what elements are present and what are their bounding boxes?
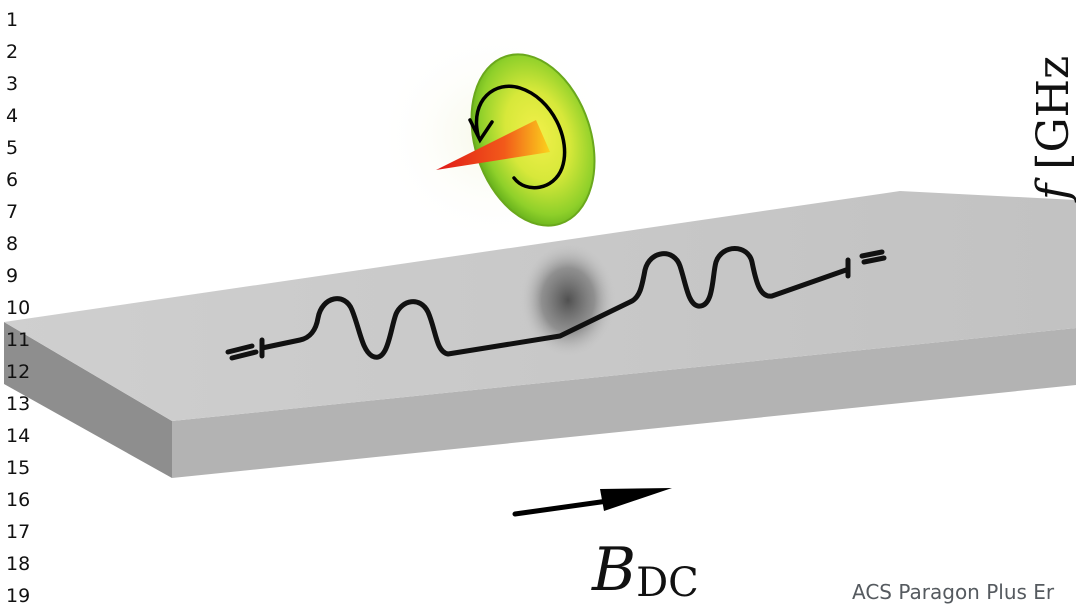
- line-number: 15: [6, 457, 31, 479]
- line-number: 10: [6, 297, 31, 319]
- line-number: 6: [6, 169, 19, 191]
- line-number: 5: [6, 137, 19, 159]
- line-number: 18: [6, 553, 31, 575]
- line-number: 8: [6, 233, 19, 255]
- line-numbers: 1 2 3 4 5 6 7 8 9 10 11 12 13 14 15 16 1…: [0, 4, 60, 612]
- magnetization-cone: [436, 120, 550, 170]
- line-number: 17: [6, 521, 31, 543]
- field-label: BDC: [592, 540, 699, 603]
- axis-label-variable: f: [1028, 183, 1076, 200]
- disk-shadow: [520, 242, 616, 358]
- slab-front-face: [172, 328, 1076, 478]
- circular-arrow-icon: [468, 84, 567, 190]
- footer-text: ACS Paragon Plus Er: [852, 580, 1055, 604]
- slab-side-face: [4, 322, 172, 478]
- line-number: 16: [6, 489, 31, 511]
- line-number: 14: [6, 425, 31, 447]
- line-number: 12: [6, 361, 31, 383]
- axis-label-frequency: f [GHz: [1028, 56, 1076, 200]
- axis-label-unit: [GHz: [1028, 55, 1076, 184]
- line-number: 19: [6, 585, 31, 607]
- line-number: 9: [6, 265, 19, 287]
- line-number: 3: [6, 73, 19, 95]
- line-number: 7: [6, 201, 19, 223]
- line-number: 13: [6, 393, 31, 415]
- line-number: 11: [6, 329, 31, 351]
- line-number: 4: [6, 105, 19, 127]
- line-number: 2: [6, 41, 19, 63]
- line-number: 1: [6, 9, 19, 31]
- arrow-right-icon: [512, 488, 672, 517]
- field-label-subscript: DC: [636, 560, 699, 606]
- field-label-variable: B: [592, 535, 637, 605]
- resonator-line: [225, 246, 887, 361]
